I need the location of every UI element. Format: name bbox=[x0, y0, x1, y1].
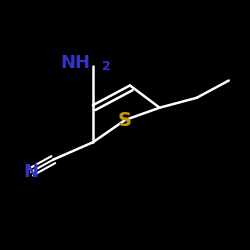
Text: S: S bbox=[118, 110, 132, 130]
Text: N: N bbox=[24, 163, 38, 181]
Text: 2: 2 bbox=[102, 60, 111, 74]
Text: NH: NH bbox=[60, 54, 90, 72]
